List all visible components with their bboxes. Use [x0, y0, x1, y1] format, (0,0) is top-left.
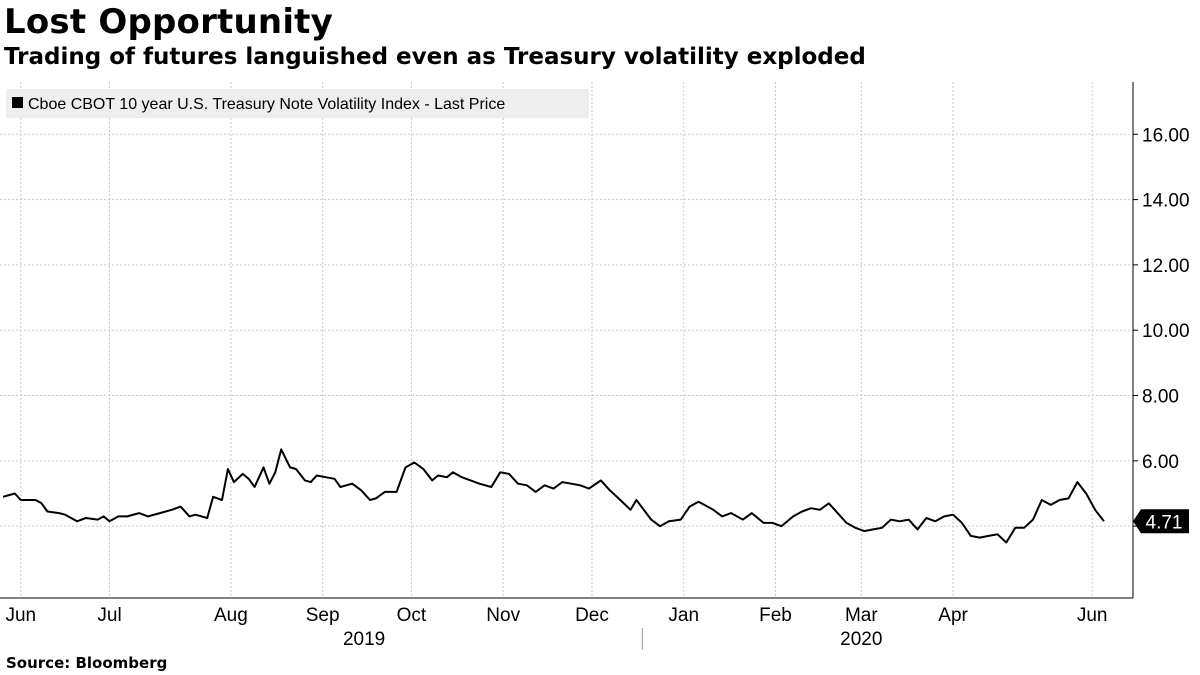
y-tick-label: 10.00	[1142, 321, 1190, 342]
last-value-label: 4.71	[1146, 512, 1183, 533]
chart-title: Lost Opportunity	[4, 2, 333, 42]
x-tick-label: Oct	[397, 605, 427, 626]
series-line	[2, 448, 1105, 544]
y-tick-label: 16.00	[1142, 125, 1190, 146]
legend: Cboe CBOT 10 year U.S. Treasury Note Vol…	[6, 89, 589, 118]
x-tick-label: Mar	[845, 605, 878, 626]
y-tick-label: 6.00	[1142, 452, 1179, 473]
last-value-badge: 4.71	[1133, 509, 1189, 534]
y-tick-label: 8.00	[1142, 387, 1179, 408]
last-value-badge-shape	[1133, 509, 1189, 534]
volatility-line	[2, 448, 1105, 544]
y-tick-label: 12.00	[1142, 256, 1190, 277]
x-tick-label: Nov	[486, 605, 520, 626]
legend-label: Cboe CBOT 10 year U.S. Treasury Note Vol…	[28, 96, 505, 113]
x-tick-labels: Jun Jul Aug Sep Oct Nov Dec Jan Feb Mar Apr Jun 2019…	[5, 605, 1107, 650]
year-label: 2019	[343, 629, 385, 650]
x-tick-label: Dec	[575, 605, 609, 626]
axes	[0, 82, 1134, 599]
x-tick-label: Sep	[306, 605, 340, 626]
y-tick-label: 14.00	[1142, 191, 1190, 212]
chart-subtitle: Trading of futures languished even as Tr…	[4, 44, 866, 70]
source-note: Source: Bloomberg	[6, 654, 168, 672]
year-label: 2020	[840, 629, 882, 650]
grid	[0, 82, 1133, 598]
x-tick-label: Aug	[214, 605, 248, 626]
x-tick-label: Jun	[5, 605, 36, 626]
legend-swatch	[12, 97, 23, 108]
x-tick-label: Feb	[759, 605, 792, 626]
x-tick-label: Jun	[1077, 605, 1108, 626]
x-tick-label: Jan	[668, 605, 699, 626]
x-tick-label: Apr	[938, 605, 968, 626]
legend-background	[6, 89, 589, 118]
x-tick-label: Jul	[97, 605, 121, 626]
